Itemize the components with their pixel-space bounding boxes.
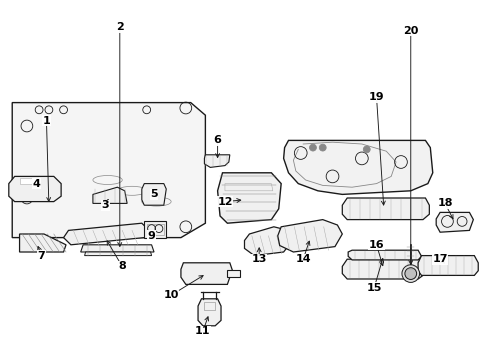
- Polygon shape: [181, 263, 232, 284]
- Polygon shape: [342, 259, 425, 279]
- Polygon shape: [9, 176, 61, 202]
- Polygon shape: [84, 252, 151, 256]
- Polygon shape: [20, 234, 66, 252]
- Text: 5: 5: [150, 189, 158, 199]
- Polygon shape: [244, 227, 293, 256]
- Polygon shape: [63, 223, 149, 245]
- Polygon shape: [198, 299, 221, 326]
- Circle shape: [404, 268, 416, 279]
- Polygon shape: [435, 212, 472, 232]
- Text: 17: 17: [431, 254, 447, 264]
- Polygon shape: [342, 198, 428, 220]
- Text: 10: 10: [163, 290, 179, 300]
- Text: 12: 12: [217, 197, 232, 207]
- Text: 20: 20: [402, 26, 418, 36]
- Polygon shape: [144, 221, 166, 238]
- Text: 9: 9: [147, 231, 155, 241]
- Polygon shape: [217, 173, 281, 223]
- Text: 6: 6: [213, 135, 221, 145]
- Text: 7: 7: [38, 251, 45, 261]
- Polygon shape: [12, 103, 205, 238]
- Text: 14: 14: [295, 254, 310, 264]
- Text: 2: 2: [116, 22, 123, 32]
- Text: 13: 13: [251, 254, 266, 264]
- Polygon shape: [204, 155, 229, 167]
- Polygon shape: [93, 187, 127, 203]
- Text: 3: 3: [101, 200, 109, 210]
- Text: 11: 11: [195, 326, 210, 336]
- Polygon shape: [81, 245, 154, 252]
- Text: 19: 19: [368, 92, 384, 102]
- Polygon shape: [283, 140, 432, 194]
- Text: 8: 8: [118, 261, 126, 271]
- Circle shape: [363, 146, 369, 153]
- Polygon shape: [227, 270, 239, 277]
- Text: 16: 16: [368, 240, 384, 250]
- Circle shape: [319, 144, 325, 151]
- Polygon shape: [347, 250, 421, 260]
- Circle shape: [309, 144, 316, 151]
- Polygon shape: [20, 178, 39, 184]
- Text: 4: 4: [33, 179, 41, 189]
- Text: 1: 1: [42, 116, 50, 126]
- Polygon shape: [417, 256, 477, 275]
- Text: 18: 18: [436, 198, 452, 208]
- Circle shape: [401, 265, 419, 282]
- Polygon shape: [277, 220, 342, 252]
- Text: 15: 15: [366, 283, 381, 293]
- Polygon shape: [142, 184, 166, 205]
